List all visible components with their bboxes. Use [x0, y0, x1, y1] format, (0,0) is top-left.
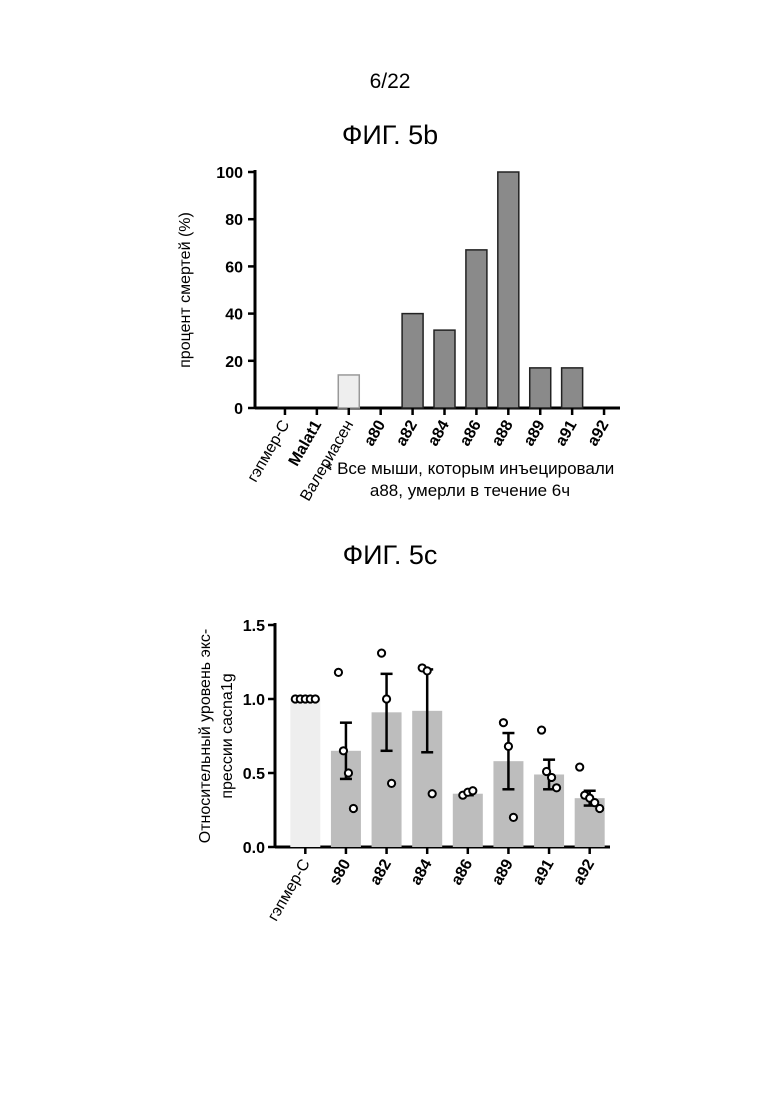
y-tick-label: 0.5 — [243, 766, 265, 783]
y-axis-label-line-2: прессии cacna1g — [219, 673, 236, 798]
x-tick-label: a92 — [584, 417, 612, 449]
data-point-a82 — [383, 695, 390, 702]
x-tick-label: a82 — [393, 417, 421, 449]
data-point-a89 — [505, 743, 512, 750]
bar-a91 — [562, 368, 583, 408]
data-point-a91 — [538, 726, 545, 733]
x-tick-label: s80 — [326, 856, 354, 888]
x-tick-label: a91 — [529, 856, 557, 888]
data-point-a92 — [596, 805, 603, 812]
figure-5b-bar-chart: 020406080100гэпмер-СMalat1Валериасенa80a… — [0, 150, 780, 490]
data-point-a82 — [378, 650, 385, 657]
y-tick-label: 40 — [225, 307, 243, 324]
bar-a86 — [453, 794, 483, 847]
y-tick-label: 100 — [216, 165, 243, 182]
x-tick-label: гэпмер-С — [265, 857, 314, 925]
x-tick-label: a80 — [361, 417, 389, 449]
data-point-a89 — [500, 719, 507, 726]
x-tick-label: a91 — [553, 417, 581, 449]
data-point-a92 — [576, 763, 583, 770]
x-tick-label: a84 — [408, 856, 436, 888]
data-point-s80 — [350, 805, 357, 812]
footnote-line-2: a88, умерли в течение 6ч — [300, 480, 640, 502]
footnote-line-1: * Все мыши, которым инъецировали — [300, 458, 640, 480]
y-tick-label: 1.5 — [243, 618, 265, 635]
x-tick-label: a84 — [425, 417, 453, 449]
x-tick-label: a89 — [489, 856, 517, 888]
y-axis-label-line-1: Относительный уровень экс- — [197, 629, 214, 843]
x-tick-label: a86 — [448, 856, 476, 888]
y-axis-label: процент смертей (%) — [177, 212, 194, 368]
page-number: 6/22 — [0, 70, 780, 94]
data-point-s80 — [335, 669, 342, 676]
y-tick-label: 0.0 — [243, 840, 265, 857]
bar-a82 — [402, 314, 423, 408]
data-point-a82 — [388, 780, 395, 787]
x-tick-label: a89 — [521, 417, 549, 449]
data-point-a91 — [553, 784, 560, 791]
x-tick-label: a88 — [489, 417, 517, 449]
y-tick-label: 60 — [225, 259, 243, 276]
figure-5b-footnote: * Все мыши, которым инъецировали a88, ум… — [300, 458, 640, 502]
x-tick-label: a92 — [570, 856, 598, 888]
bar-Валериасен — [338, 375, 359, 408]
y-tick-label: 80 — [225, 212, 243, 229]
data-point-a86 — [469, 787, 476, 794]
x-tick-label: a82 — [367, 856, 395, 888]
data-point-a91 — [548, 774, 555, 781]
bar-a89 — [530, 368, 551, 408]
data-point-a84 — [429, 790, 436, 797]
bar-a86 — [466, 250, 487, 408]
y-tick-label: 0 — [234, 401, 243, 418]
y-tick-label: 1.0 — [243, 692, 265, 709]
data-point-s80 — [345, 769, 352, 776]
data-point-a84 — [424, 667, 431, 674]
bar-a88 — [498, 172, 519, 408]
data-point-a89 — [510, 814, 517, 821]
data-point-гэпмер-С — [312, 695, 319, 702]
x-tick-label: гэпмер-С — [245, 418, 294, 486]
figure-5b-title: ФИГ. 5b — [0, 120, 780, 151]
bar-a84 — [434, 330, 455, 408]
data-point-s80 — [340, 747, 347, 754]
bar-гэпмер-С — [290, 699, 320, 847]
figure-5c-title: ФИГ. 5c — [0, 540, 780, 571]
y-tick-label: 20 — [225, 354, 243, 371]
figure-5c-bar-chart: 0.00.51.01.5гэпмер-Сs80a82a84a86a89a91a9… — [0, 600, 780, 900]
x-tick-label: a86 — [457, 417, 485, 449]
